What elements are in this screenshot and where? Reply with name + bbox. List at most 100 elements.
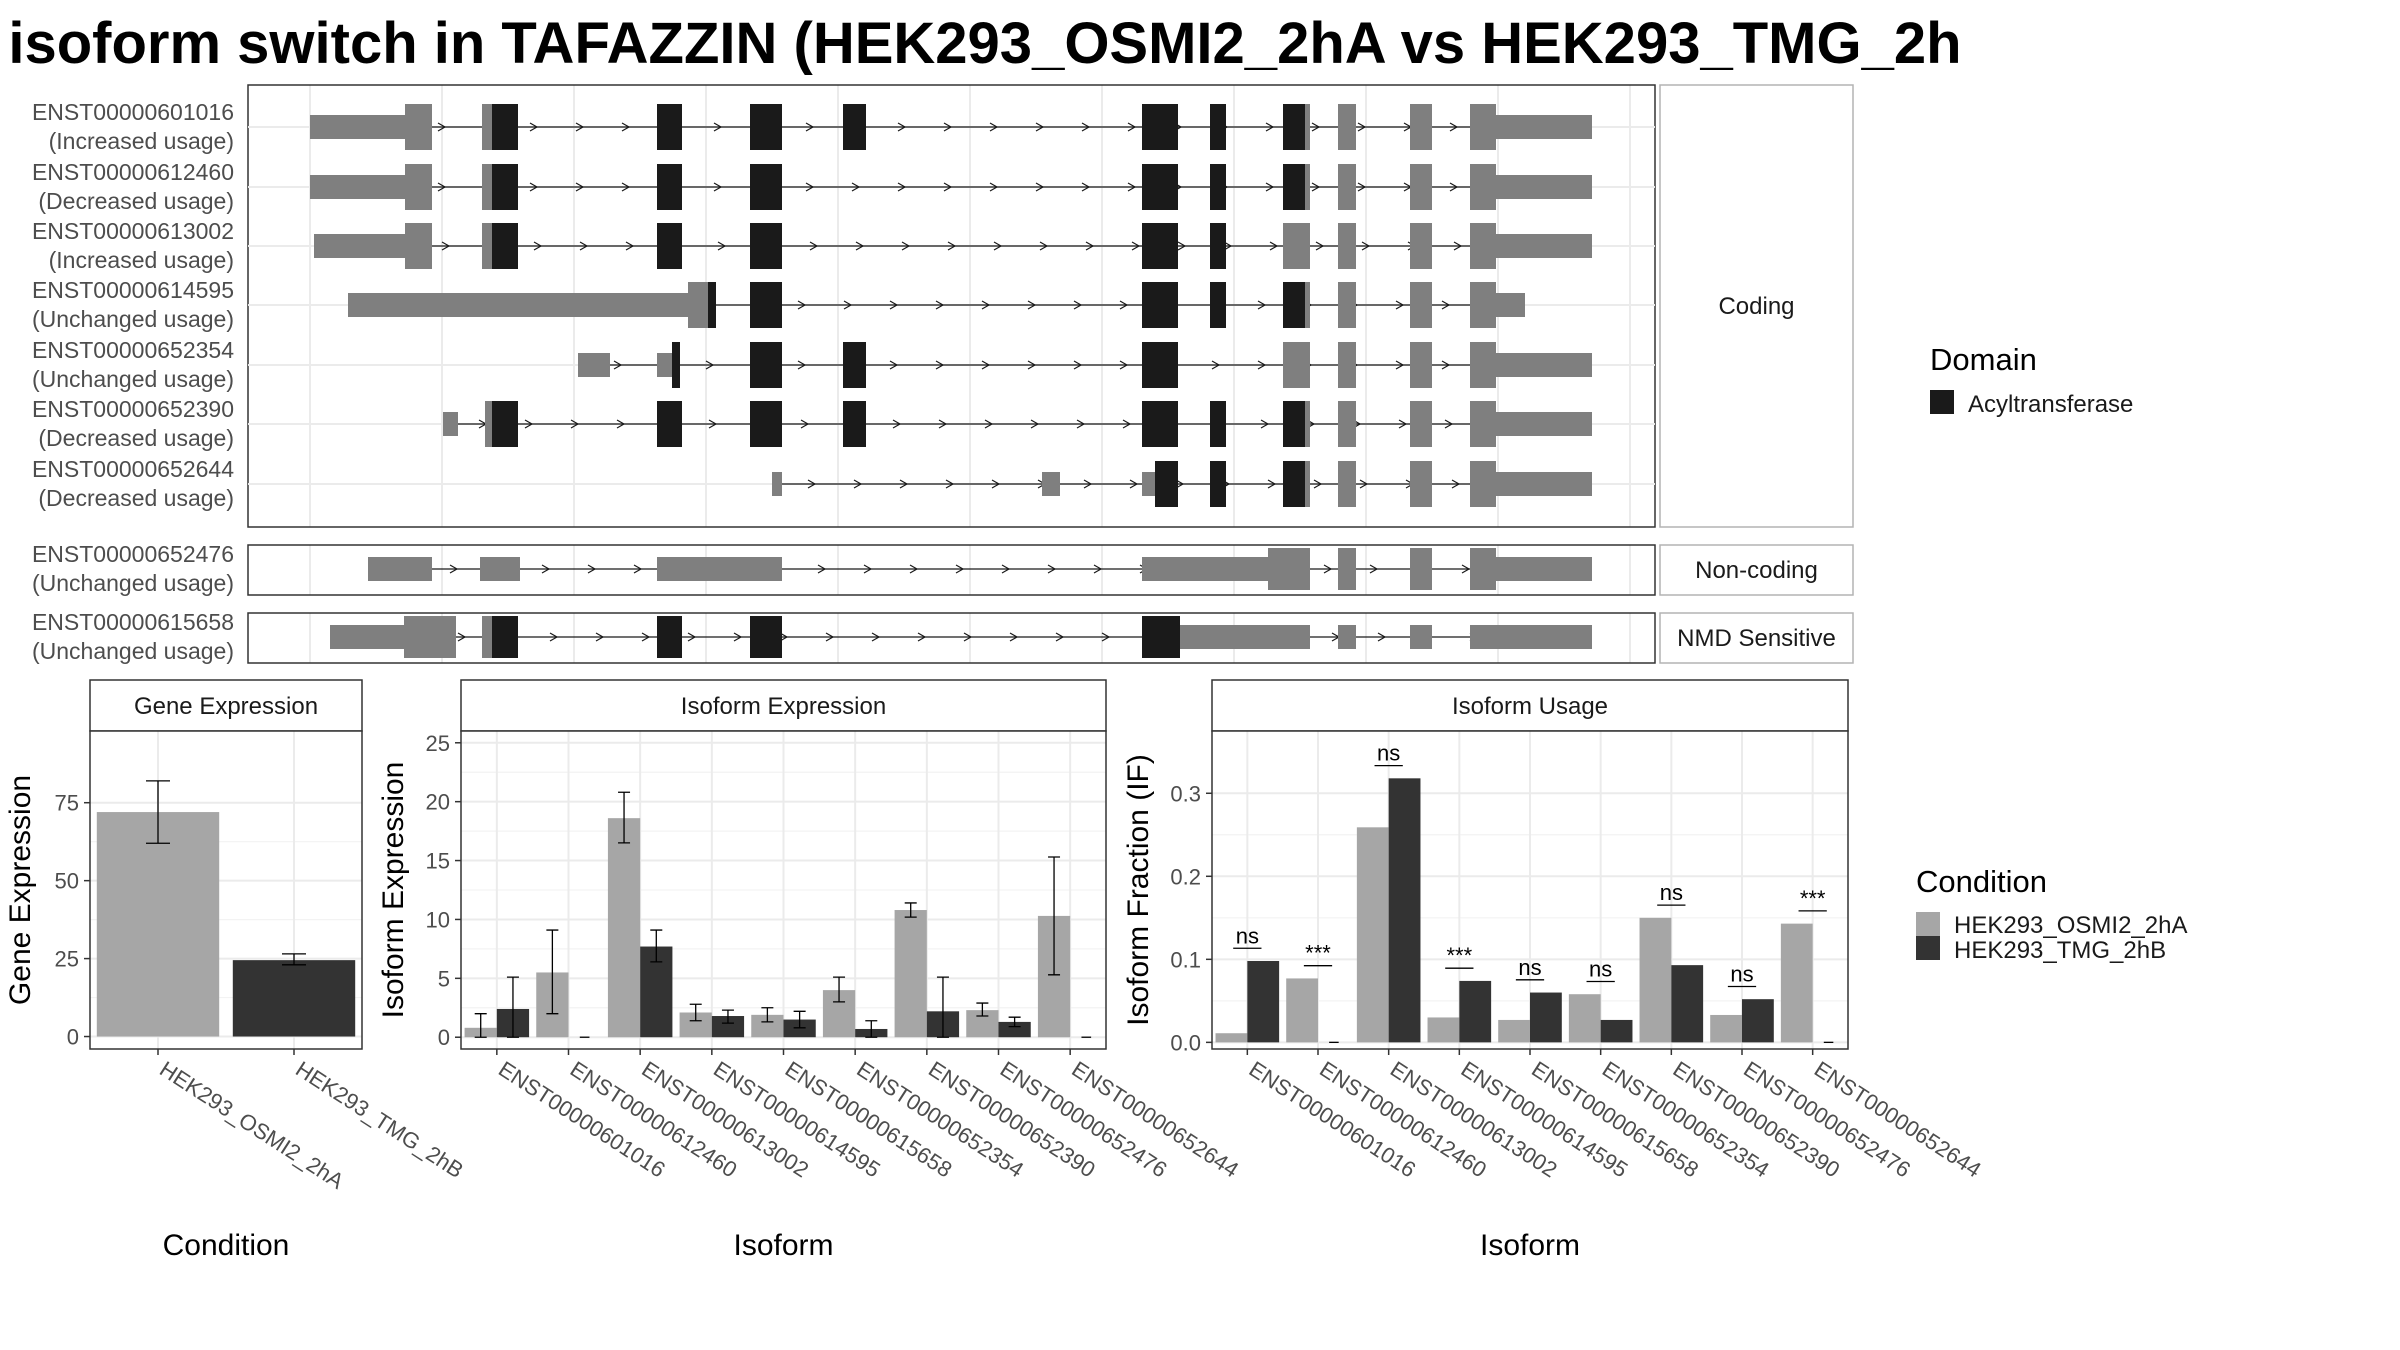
exon [843,401,866,447]
exon [1283,164,1305,210]
error-bar [936,976,949,1038]
intron-arrow [1030,419,1040,429]
intron-arrow [1119,360,1129,370]
facet-label-0: Coding [1718,293,1794,320]
exon [1470,401,1496,447]
exon [1305,104,1310,150]
intron-arrow [1081,122,1091,132]
error-bar [833,976,846,1003]
intron-arrow [947,241,957,251]
bar [1639,917,1672,1043]
intron-arrow [1395,300,1405,310]
intron-arrow [851,182,861,192]
intron-arrow [1323,564,1333,574]
y-tick-label: 15 [426,849,450,874]
intron-arrow [621,122,631,132]
exon [750,223,782,269]
exon [492,164,518,210]
intron-arrow [1359,479,1369,489]
bar [1568,994,1601,1043]
error-bar [282,953,306,966]
exon [1470,342,1496,388]
error-bar [721,1009,734,1024]
significance-label: ns [1589,956,1612,981]
intron-arrow [892,419,902,429]
panel-border [89,730,363,1050]
exon [368,557,432,581]
exon [405,223,432,269]
exon [1142,616,1180,658]
transcript-usage-label: (Increased usage) [49,247,234,273]
facet-strip [1659,544,1854,596]
transcript-usage-label: (Unchanged usage) [32,638,234,664]
intron-arrow [1039,241,1049,251]
intron-arrow [797,300,807,310]
exon [1338,104,1356,150]
intron-arrow [1267,479,1277,489]
exon [443,412,458,436]
transcript-usage-label: (Increased usage) [49,128,234,154]
intron-arrow [855,241,865,251]
intron-arrow [613,360,623,370]
y-tick-label: 0.0 [1170,1030,1201,1055]
intron-arrow [889,300,899,310]
exon [1210,223,1226,269]
exon [772,472,782,496]
intron-arrow [1451,479,1461,489]
exon [1283,342,1310,388]
exon [1410,164,1432,210]
intron-arrow [1441,360,1451,370]
error-bar [546,929,559,1015]
bar [232,960,356,1037]
exon [750,282,782,328]
legend-swatch [1930,390,1954,414]
transcript-id-label: ENST00000613002 [32,218,234,244]
exon [1470,548,1496,590]
transcript-usage-label: (Decreased usage) [38,485,234,511]
exon [1496,175,1592,199]
intron-arrow [1001,564,1011,574]
intron-arrow [441,241,451,251]
intron-arrow [1175,479,1185,489]
intron-arrow [1035,122,1045,132]
intron-arrow [1127,122,1137,132]
exon [405,164,432,210]
panel-strip [1211,679,1849,732]
exon [1338,548,1356,590]
condition-legend-label: HEK293_TMG_2hB [1954,937,2166,964]
facet-strip [1659,612,1854,664]
bar [96,812,220,1037]
exon [843,342,866,388]
error-bar [618,791,631,844]
transcript-id-label: ENST00000652354 [32,337,234,363]
exon [750,616,782,658]
exon [1338,342,1356,388]
isoform-expression-panel: Isoform Expression0510152025ENST00000601… [377,679,1243,1262]
bar [1247,960,1280,1043]
bar [1427,1017,1460,1043]
exon [330,625,405,649]
error-bar [474,1013,487,1038]
exon [657,223,682,269]
exon [1410,461,1432,507]
intron-arrow [1027,360,1037,370]
intron-arrow [1395,360,1405,370]
exon [1283,401,1305,447]
bar [894,910,927,1038]
intron-arrow [437,122,447,132]
intron-arrow [579,241,589,251]
y-axis-title: Gene Expression [4,775,37,1005]
panel-border [1211,730,1849,1050]
intron-arrow [1093,564,1103,574]
intron-arrow [989,122,999,132]
exon [1496,472,1592,496]
intron-arrow [817,564,827,574]
intron-arrow [1211,360,1221,370]
facet-panel-bg [248,545,1655,595]
x-axis-title: Isoform [1480,1229,1580,1262]
exon [1042,472,1060,496]
exon [1410,223,1432,269]
intron-arrow [1357,122,1367,132]
intron-arrow [1129,479,1139,489]
y-tick-label: 0.2 [1170,864,1201,889]
